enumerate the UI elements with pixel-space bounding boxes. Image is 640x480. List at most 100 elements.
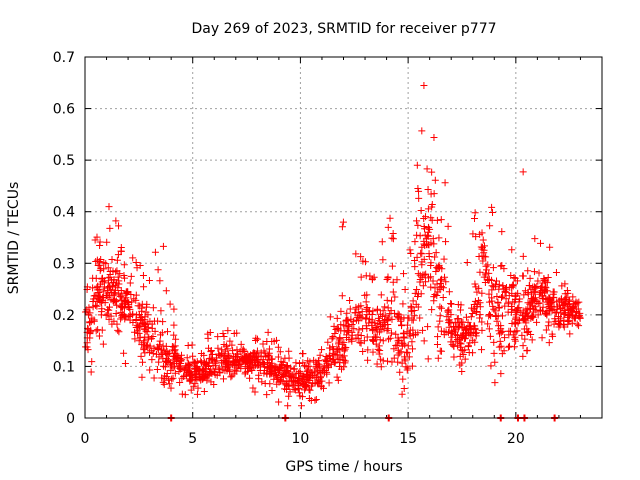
data-point [121, 313, 129, 321]
data-point [521, 335, 529, 343]
data-point [93, 256, 101, 264]
data-point [252, 353, 260, 361]
data-point [314, 370, 322, 378]
data-point [363, 333, 371, 341]
data-point [564, 318, 572, 326]
data-point [251, 388, 259, 396]
data-point [155, 358, 163, 366]
data-point [316, 351, 324, 359]
y-tick-label: 0.4 [53, 205, 75, 221]
data-point [476, 230, 484, 238]
data-point [467, 331, 475, 339]
data-point [138, 320, 146, 328]
data-point [455, 336, 463, 344]
data-point [433, 340, 441, 348]
data-point [499, 292, 507, 300]
data-point [399, 300, 407, 308]
data-point [528, 295, 536, 303]
data-point [388, 297, 396, 305]
data-point [231, 362, 239, 370]
data-point [398, 390, 406, 398]
data-point [499, 282, 507, 290]
data-point [441, 273, 449, 281]
data-point [493, 277, 501, 285]
data-point [377, 363, 385, 371]
data-point [485, 325, 493, 333]
data-point [388, 234, 396, 242]
data-point [238, 347, 246, 355]
x-tick-labels: 0 5 10 15 20 [81, 431, 525, 447]
data-point [389, 235, 397, 243]
data-point [163, 373, 171, 381]
data-point [187, 386, 195, 394]
data-point [573, 320, 581, 328]
data-point [142, 308, 150, 316]
data-point [352, 250, 360, 258]
data-point [397, 348, 405, 356]
data-point [401, 341, 409, 349]
data-point [339, 218, 347, 226]
data-point [511, 307, 519, 315]
data-point [128, 298, 136, 306]
data-point [176, 379, 184, 387]
data-point [450, 353, 458, 361]
data-point [197, 376, 205, 384]
data-point [413, 231, 421, 239]
data-point [88, 358, 96, 366]
data-point [115, 328, 123, 336]
data-point [404, 342, 412, 350]
data-point [312, 395, 320, 403]
data-point [192, 370, 200, 378]
x-tick-label: 15 [399, 431, 417, 447]
data-point [430, 190, 438, 198]
data-point [443, 313, 451, 321]
data-point [411, 257, 419, 265]
data-point [542, 309, 550, 317]
data-point [404, 349, 412, 357]
data-point [233, 346, 241, 354]
data-point [141, 313, 149, 321]
data-point [120, 349, 128, 357]
data-point [138, 341, 146, 349]
data-point [497, 293, 505, 301]
data-point [491, 283, 499, 291]
data-point [87, 368, 95, 376]
data-point [428, 168, 436, 176]
data-point [324, 338, 332, 346]
data-point [549, 290, 557, 298]
data-point [201, 374, 209, 382]
data-point [533, 318, 541, 326]
data-point [145, 277, 153, 285]
data-point [439, 294, 447, 302]
data-point [573, 299, 581, 307]
data-point [542, 284, 550, 292]
data-point [90, 316, 98, 324]
data-point [434, 333, 442, 341]
data-point [84, 346, 92, 354]
data-point [498, 228, 506, 236]
data-point [511, 292, 519, 300]
data-point [384, 320, 392, 328]
data-point [564, 301, 572, 309]
data-point [379, 307, 387, 315]
data-point [552, 269, 560, 277]
data-point [272, 336, 280, 344]
data-point [108, 255, 116, 263]
data-point [479, 257, 487, 265]
data-point [473, 329, 481, 337]
data-point [158, 329, 166, 337]
data-point [197, 357, 205, 365]
data-point [493, 317, 501, 325]
data-point [388, 262, 396, 270]
data-point [520, 315, 528, 323]
data-point [268, 387, 276, 395]
data-point [478, 318, 486, 326]
data-point [457, 346, 465, 354]
data-point [285, 347, 293, 355]
data-point [413, 161, 421, 169]
data-point [416, 314, 424, 322]
data-point [202, 361, 210, 369]
data-point [534, 299, 542, 307]
data-point [411, 238, 419, 246]
data-point [518, 331, 526, 339]
